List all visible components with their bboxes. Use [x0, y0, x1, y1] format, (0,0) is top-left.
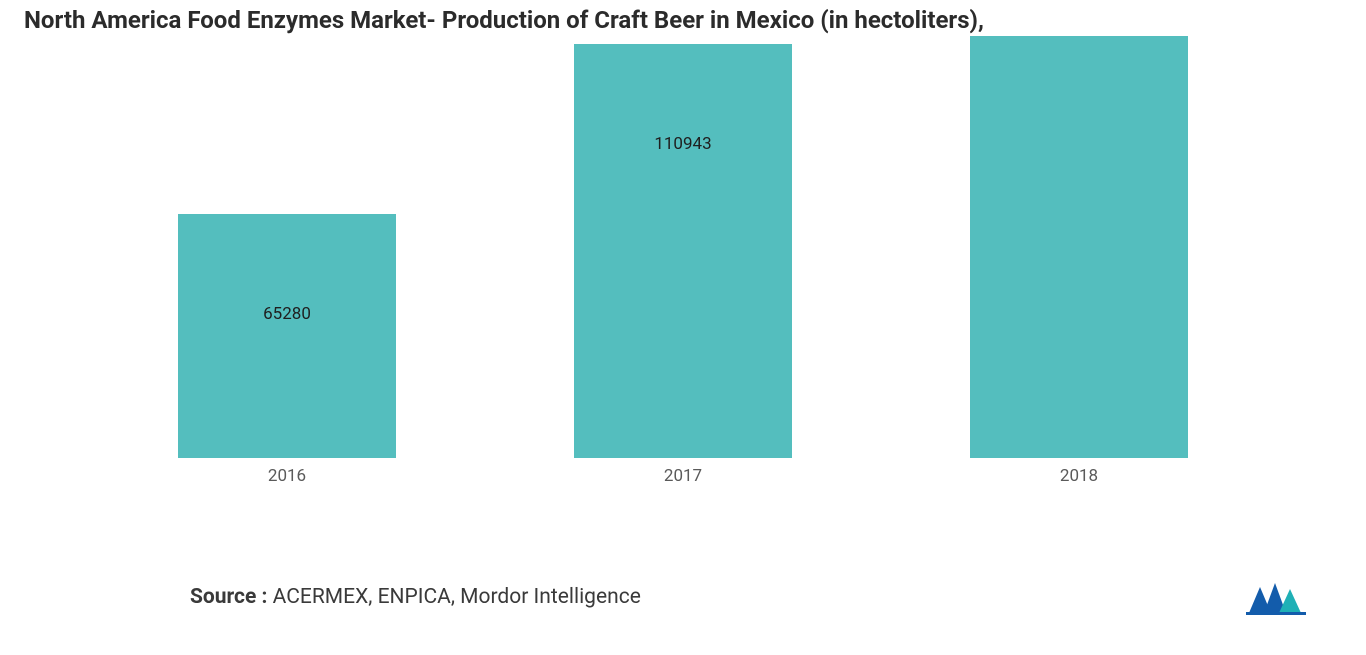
bar-2017: 110943: [574, 44, 792, 458]
source-text: ACERMEX, ENPICA, Mordor Intelligence: [267, 585, 640, 609]
bar-slot: 110943: [574, 36, 792, 458]
bar-value-label: 65280: [178, 304, 396, 324]
x-axis-labels: 2016 2017 2018: [0, 466, 1366, 486]
chart-title: North America Food Enzymes Market- Produ…: [24, 6, 1342, 34]
x-axis-label: 2018: [970, 466, 1188, 486]
bar-value-label: 110943: [574, 134, 792, 154]
source-prefix: Source :: [190, 585, 267, 609]
bar-2018: [970, 36, 1188, 458]
bar-slot: 65280: [178, 36, 396, 458]
bar-slot: [970, 36, 1188, 458]
source-attribution: Source : ACERMEX, ENPICA, Mordor Intelli…: [190, 585, 641, 609]
x-axis-label: 2017: [574, 466, 792, 486]
mordor-logo-icon: [1246, 579, 1306, 615]
bar-2016: 65280: [178, 214, 396, 458]
chart-plot-area: 65280 110943: [0, 36, 1366, 458]
x-axis-label: 2016: [178, 466, 396, 486]
